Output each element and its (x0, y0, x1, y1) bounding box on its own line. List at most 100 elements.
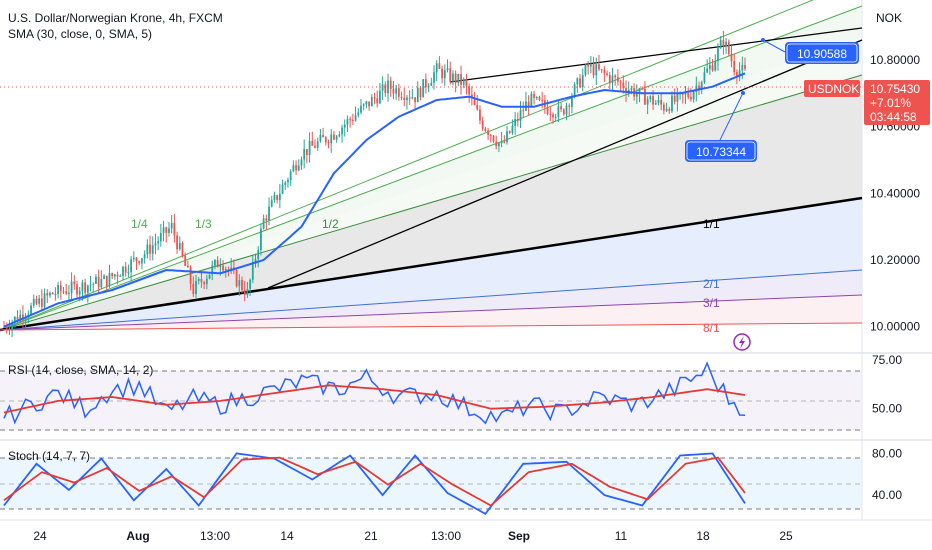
candle-body (465, 79, 468, 87)
candle-body (295, 165, 297, 171)
candle-body (297, 165, 300, 171)
lightning-event-icon[interactable] (733, 333, 751, 351)
rsi-line[interactable] (3, 361, 746, 425)
candle-body (549, 113, 552, 115)
stoch-axis[interactable]: 80.00 40.00 (872, 446, 902, 502)
candle-body (265, 218, 268, 221)
candle-body (614, 75, 617, 78)
badge-price: 10.75430 (870, 82, 920, 96)
candle-body (319, 134, 322, 142)
candle-body (725, 41, 727, 46)
candle-body (692, 91, 695, 100)
candle-body (611, 75, 614, 83)
candle-body (649, 96, 652, 100)
candle-body (178, 243, 181, 250)
candle-body (443, 70, 446, 79)
candle-body (124, 266, 127, 273)
candle-body (403, 97, 406, 101)
candle-body (11, 322, 14, 330)
candle-body (408, 97, 411, 99)
candle-body (24, 317, 27, 321)
candle-body (687, 93, 690, 97)
lower-trendline[interactable] (267, 39, 863, 289)
candle-body (241, 279, 243, 291)
candle-body (287, 180, 289, 183)
callout-upper[interactable]: 10.90588 (761, 38, 859, 64)
candle-body (370, 97, 373, 107)
candle-body (424, 79, 427, 88)
candle-body (254, 259, 257, 262)
candle-body (616, 77, 619, 82)
candle-body (557, 106, 560, 117)
candle-body (706, 68, 709, 73)
candle-body (379, 90, 381, 104)
rsi-ma-line[interactable] (3, 384, 746, 414)
candle-body (76, 284, 78, 295)
fan-labels: 1/4 1/3 1/2 1/1 2/1 3/1 8/1 (131, 217, 720, 335)
candle-body (143, 254, 146, 259)
candle-body (560, 106, 563, 110)
candle-body (430, 82, 433, 86)
price-badge[interactable]: USDNOK 10.75430 +7.01% 03:44:58 (804, 80, 930, 125)
candle-body (530, 93, 533, 107)
candle-body (595, 64, 598, 76)
sma-line[interactable] (3, 72, 746, 328)
candle-body (122, 266, 124, 276)
candle-body (330, 134, 333, 144)
candle-body (251, 261, 254, 280)
candle-body (70, 281, 73, 293)
candle-body (351, 119, 354, 121)
candle-body (492, 135, 495, 142)
candle-body (735, 72, 738, 76)
candle-body (671, 95, 673, 112)
candle-body (568, 105, 571, 107)
candle-body (116, 274, 119, 277)
candle-body (744, 65, 746, 69)
candle-body (54, 293, 57, 295)
candle-body (162, 227, 165, 234)
candle-body (381, 84, 384, 91)
candles[interactable] (3, 30, 746, 338)
candle-body (387, 80, 389, 94)
candle-body (435, 63, 438, 73)
candle-body (730, 53, 733, 62)
candle-body (489, 134, 492, 136)
stoch-d-line[interactable] (3, 456, 746, 507)
candle-body (695, 85, 698, 92)
badge-symbol: USDNOK (808, 82, 859, 96)
time-axis[interactable]: 24 Aug 13:00 14 21 13:00 Sep 11 18 25 (33, 529, 793, 543)
gann-fan-lines[interactable] (0, 0, 863, 332)
candle-body (565, 105, 568, 115)
candle-body (208, 274, 211, 279)
candle-body (132, 257, 135, 260)
candle-body (49, 292, 51, 296)
stoch-k-line[interactable] (3, 452, 746, 515)
candle-body (138, 261, 141, 264)
candle-body (157, 241, 160, 244)
fan-label-1-3: 1/3 (195, 217, 212, 231)
candle-body (646, 99, 649, 105)
candle-body (514, 119, 517, 126)
candle-body (327, 142, 330, 144)
fan-label-3-1: 3/1 (703, 296, 720, 310)
upper-trendline[interactable] (449, 27, 863, 83)
rsi-axis[interactable]: 75.00 50.00 (872, 353, 902, 416)
candle-body (717, 48, 719, 62)
currency-button[interactable] (865, 5, 929, 29)
candle-body (186, 265, 189, 268)
time-tick-label: 25 (779, 529, 793, 543)
candle-body (657, 99, 660, 103)
candle-body (603, 69, 606, 74)
candle-body (154, 243, 157, 246)
callout-lower-value: 10.73344 (696, 145, 746, 159)
candle-body (108, 273, 111, 287)
candle-body (127, 272, 130, 274)
callout-lower[interactable]: 10.73344 (685, 91, 757, 162)
candle-body (100, 278, 103, 288)
candle-body (43, 293, 46, 308)
candle-body (170, 222, 173, 229)
candle-body (619, 81, 622, 83)
candle-body (644, 88, 646, 105)
candle-body (473, 97, 476, 105)
